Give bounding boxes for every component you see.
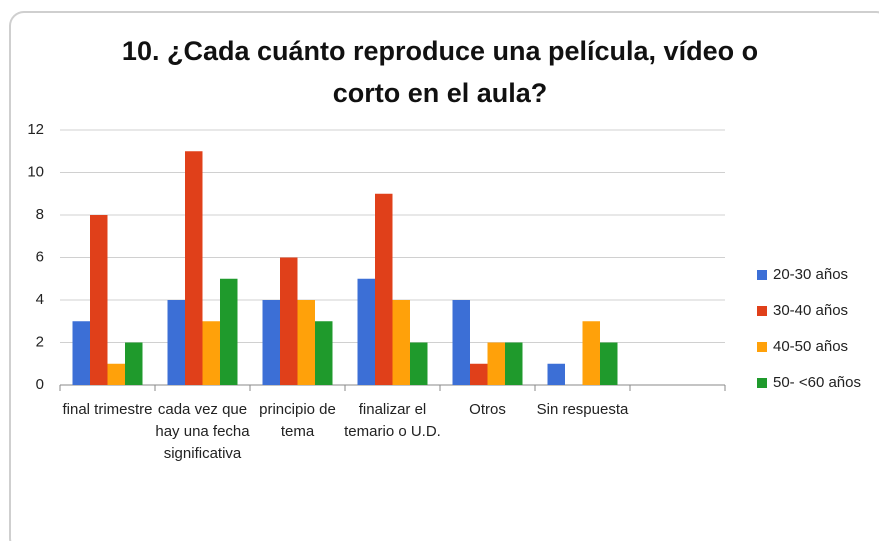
y-tick-label: 4 [36,291,44,308]
bar [547,363,565,385]
bar [72,321,90,385]
y-tick-label: 12 [27,121,44,138]
legend-swatch [757,342,767,352]
legend-label: 20-30 años [773,266,848,283]
legend-label: 50- <60 años [773,374,861,391]
legend-label: 40-50 años [773,338,848,355]
bar [297,300,315,385]
legend-swatch [757,270,767,280]
bar [410,342,428,385]
y-tick-label: 10 [27,163,44,180]
bar [357,278,375,385]
bar [185,151,203,385]
x-tick-label: principio de tema [259,401,336,440]
bar [505,342,523,385]
bar [452,300,470,385]
bar [487,342,505,385]
y-tick-label: 0 [36,376,44,393]
x-tick-label: Otros [469,401,506,418]
bar [262,300,280,385]
bar [315,321,333,385]
bar [202,321,220,385]
legend-swatch [757,378,767,388]
x-tick-label: cada vez que hay una fecha significativa [155,401,250,462]
bar [600,342,618,385]
x-tick-label: final trimestre [62,401,153,418]
y-tick-label: 2 [36,333,44,350]
legend-label: 30-40 años [773,302,848,319]
bar [125,342,143,385]
chart-title: 10. ¿Cada cuánto reproduce una película,… [121,36,759,108]
bar [167,300,185,385]
bar [107,363,125,385]
legend-swatch [757,306,767,316]
frame-border [9,11,879,541]
x-tick-label: Sin respuesta [536,401,629,418]
y-tick-label: 8 [36,206,44,223]
x-tick-label: finalizar el temario o U.D. [344,401,441,440]
bar [470,363,488,385]
y-tick-label: 6 [36,248,44,265]
bar [280,257,298,385]
bar [220,278,238,385]
bar [392,300,410,385]
bar [375,193,393,385]
bar [90,215,108,385]
bar [582,321,600,385]
